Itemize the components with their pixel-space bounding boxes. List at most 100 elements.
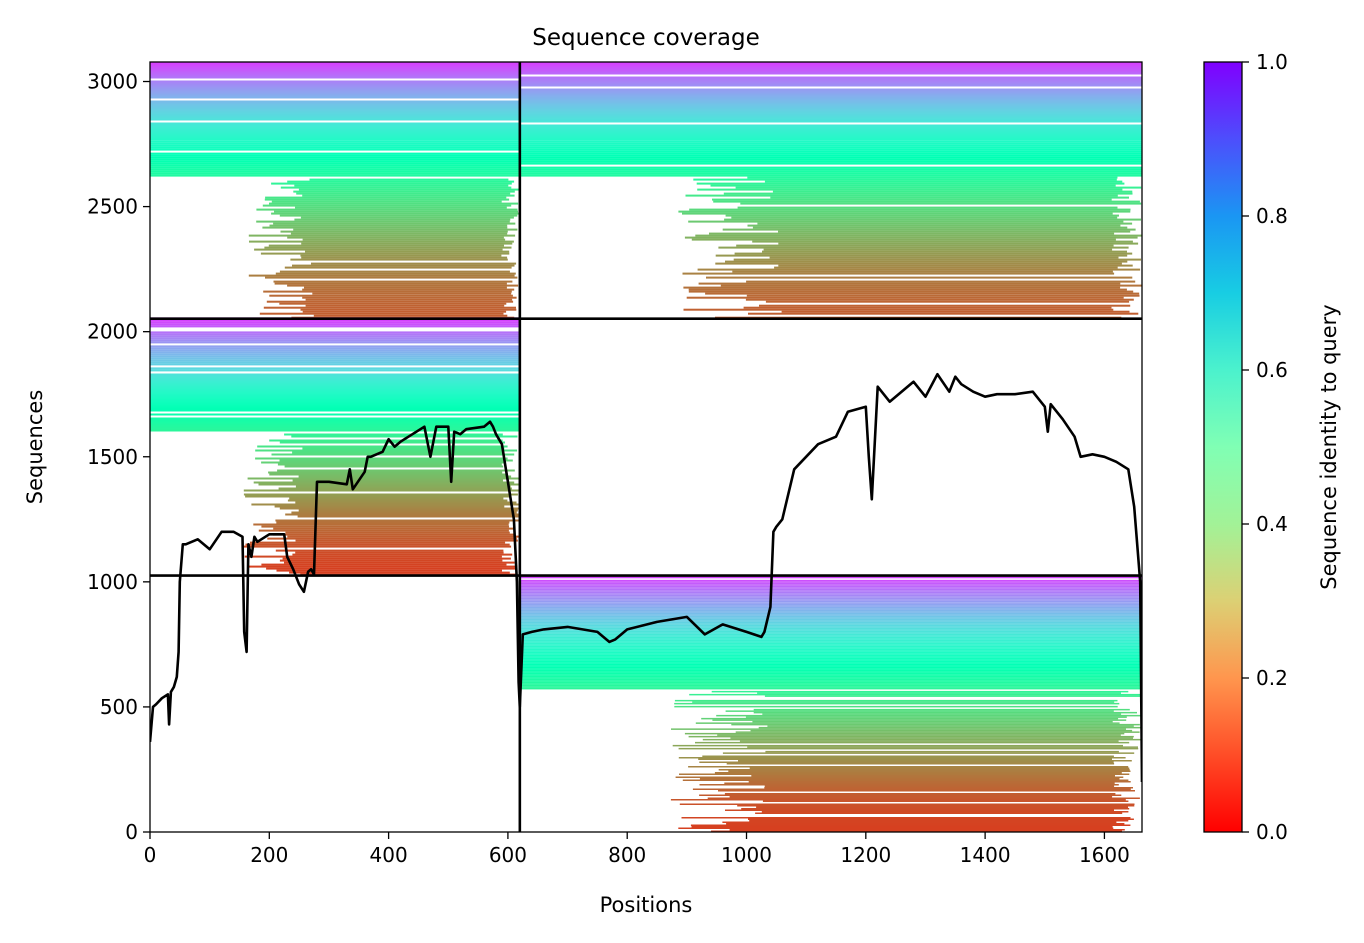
heatmap-row	[757, 222, 1133, 225]
heatmap-row	[706, 276, 1133, 279]
heatmap-row	[150, 393, 520, 396]
heatmap-row	[750, 729, 1133, 732]
heatmap-row	[521, 671, 1142, 673]
heatmap-row	[682, 212, 1113, 215]
heatmap-row	[521, 591, 1142, 594]
y-axis-label: Sequences	[23, 390, 47, 505]
heatmap-row	[764, 787, 1133, 789]
heatmap-row	[770, 196, 1129, 199]
heatmap-row	[521, 672, 1142, 675]
heatmap-row	[712, 719, 1127, 721]
heatmap-row	[521, 136, 1142, 139]
heatmap-row	[678, 827, 1114, 829]
heatmap-row	[521, 66, 1142, 69]
heatmap-row	[264, 198, 510, 201]
heatmap-row	[295, 539, 518, 542]
heatmap-row	[285, 531, 510, 534]
heatmap-row	[679, 773, 1130, 775]
heatmap-row	[688, 290, 1134, 293]
heatmap-row	[278, 487, 512, 490]
heatmap-row	[672, 744, 1123, 747]
heatmap-row	[521, 102, 1142, 105]
heatmap-row	[266, 567, 516, 570]
heatmap-row	[150, 104, 520, 107]
colorbar-tick-label: 0.8	[1256, 204, 1288, 228]
heatmap-row	[715, 254, 1128, 257]
heatmap-row	[150, 339, 520, 342]
heatmap-row	[150, 70, 520, 73]
heatmap-row	[287, 284, 519, 287]
heatmap-row	[521, 657, 1142, 660]
heatmap-row	[698, 282, 1121, 285]
heatmap-row	[275, 272, 516, 275]
heatmap-row	[702, 755, 1114, 757]
heatmap-row	[696, 182, 1125, 185]
heatmap-row	[699, 784, 1119, 786]
heatmap-row	[722, 228, 1136, 231]
heatmap-row	[271, 453, 515, 456]
heatmap-row	[753, 711, 1137, 714]
heatmap-row	[761, 811, 1129, 813]
x-tick-label: 1000	[721, 843, 772, 867]
heatmap-row	[150, 146, 520, 149]
heatmap-row	[150, 385, 520, 388]
heatmap-row	[284, 561, 515, 564]
heatmap-row	[300, 308, 517, 311]
heatmap-row	[521, 608, 1142, 610]
heatmap-row	[295, 485, 511, 488]
heatmap-row	[275, 519, 520, 522]
heatmap-row	[521, 684, 1142, 687]
heatmap-row	[521, 647, 1142, 649]
heatmap-row	[521, 68, 1142, 71]
heatmap-row	[748, 781, 1131, 783]
heatmap-row	[521, 132, 1142, 135]
coverage-line	[150, 372, 1142, 783]
heatmap-row	[521, 677, 1142, 679]
heatmap-row	[150, 349, 520, 352]
heatmap-row	[247, 565, 518, 568]
heatmap-row	[150, 341, 520, 344]
heatmap-row	[521, 602, 1142, 604]
heatmap-row	[774, 266, 1118, 269]
heatmap-row	[726, 763, 1115, 765]
heatmap-row	[266, 300, 514, 303]
heatmap-row	[521, 653, 1142, 655]
heatmap-row	[674, 699, 1118, 702]
heatmap-row	[521, 630, 1142, 633]
heatmap-row	[521, 160, 1142, 163]
heatmap-row	[752, 226, 1128, 229]
heatmap-row	[150, 355, 520, 358]
colorbar-gradient	[1203, 61, 1243, 833]
heatmap-row	[521, 609, 1142, 612]
heatmap-row	[150, 110, 520, 113]
heatmap-row	[688, 735, 1134, 738]
heatmap-row	[150, 333, 520, 336]
heatmap-row	[258, 483, 519, 486]
heatmap-row	[302, 288, 515, 291]
heatmap-row	[722, 821, 1117, 823]
heatmap-row	[733, 258, 1141, 261]
heatmap-row	[150, 116, 520, 119]
heatmap-row	[150, 427, 520, 430]
heatmap-row	[521, 170, 1142, 173]
heatmap-row	[521, 576, 1142, 579]
heatmap-row	[287, 180, 515, 183]
heatmap-row	[749, 820, 1129, 822]
heatmap-row	[521, 112, 1142, 115]
heatmap-row	[521, 150, 1142, 153]
heatmap-row	[289, 497, 504, 500]
heatmap-row	[716, 714, 1141, 717]
heatmap-row	[681, 817, 1131, 819]
heatmap-row	[150, 170, 520, 173]
heatmap-row	[312, 292, 512, 295]
heatmap-row	[731, 723, 1140, 726]
heatmap-row	[521, 124, 1142, 127]
heatmap-row	[150, 66, 520, 69]
heatmap-row	[254, 248, 503, 251]
heatmap-row	[150, 417, 520, 420]
heatmap-row	[291, 435, 518, 438]
heatmap-row	[746, 294, 1140, 297]
heatmap-row	[285, 513, 519, 516]
heatmap-row	[699, 778, 1120, 780]
heatmap-row	[699, 761, 1114, 763]
